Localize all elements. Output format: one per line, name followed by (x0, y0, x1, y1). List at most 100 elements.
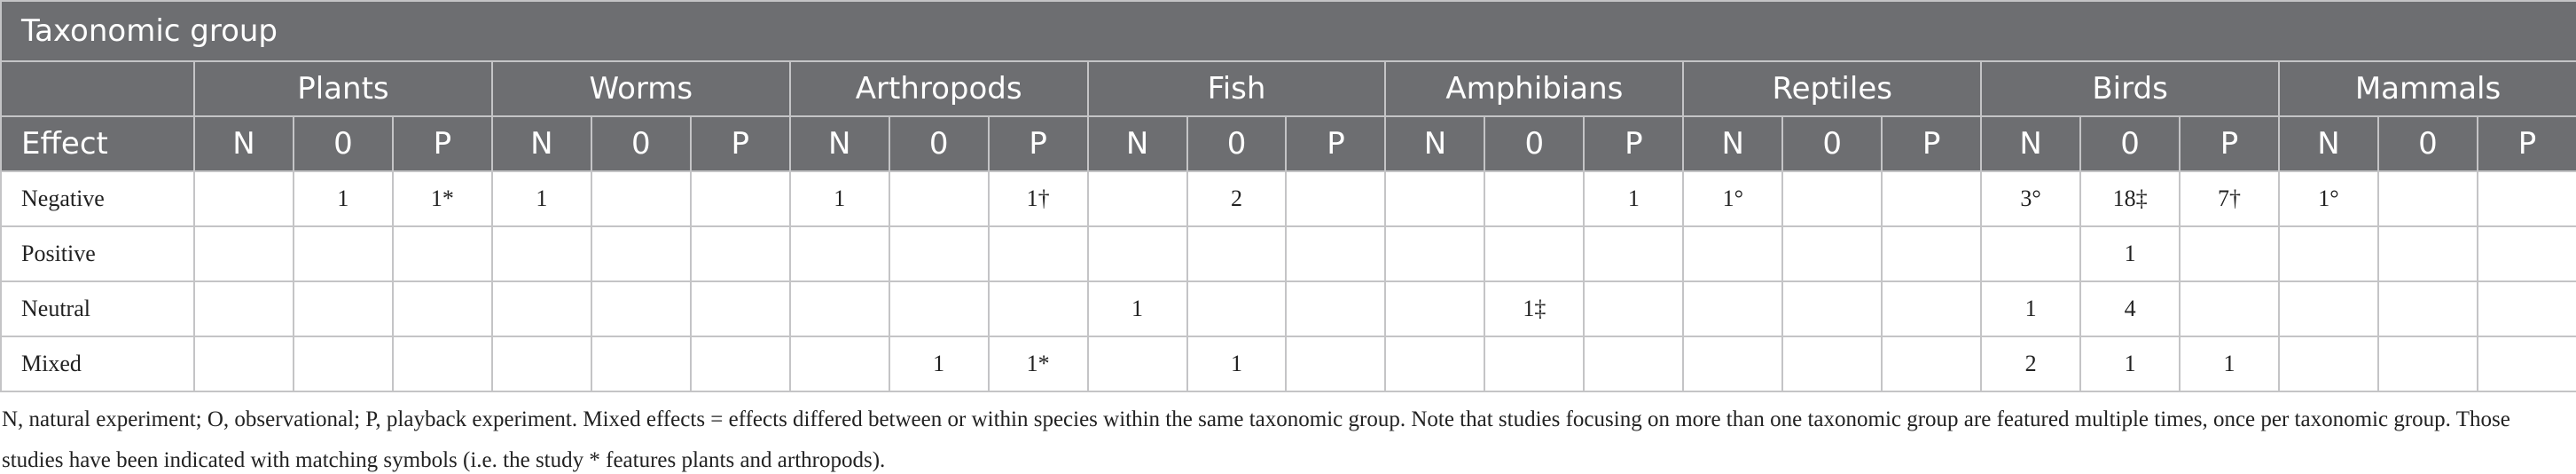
subcolumn-header: 0 (888, 115, 990, 172)
subcolumn-header: N (1682, 115, 1784, 172)
cell (193, 336, 294, 392)
subcolumn-header: N (2278, 115, 2379, 172)
cell (590, 280, 692, 337)
subcolumn-header: 0 (2376, 115, 2478, 172)
cell (193, 280, 294, 337)
cell (788, 280, 890, 337)
cell (2278, 225, 2379, 282)
cell (1285, 170, 1387, 227)
cell (292, 225, 394, 282)
cell (193, 225, 294, 282)
group-header: Mammals (2278, 60, 2576, 117)
cell (1186, 280, 1288, 337)
cell (1881, 280, 1983, 337)
cell (1682, 225, 1784, 282)
cell (689, 225, 791, 282)
cell: 7† (2179, 170, 2281, 227)
cell (2376, 225, 2478, 282)
subcolumn-header: P (1881, 115, 1983, 172)
cell (1384, 225, 1486, 282)
cell (1484, 170, 1586, 227)
cell (1881, 170, 1983, 227)
subcolumn-header: P (1583, 115, 1685, 172)
cell: 1 (1186, 336, 1288, 392)
cell (1086, 170, 1188, 227)
cell (590, 170, 692, 227)
cell: 1* (391, 170, 493, 227)
subcolumn-header: 0 (1781, 115, 1883, 172)
subcolumn-header: P (2179, 115, 2281, 172)
cell (1484, 336, 1586, 392)
cell (1285, 280, 1387, 337)
cell: 1 (2079, 336, 2181, 392)
cell (689, 336, 791, 392)
cell (391, 225, 493, 282)
cell (1384, 170, 1486, 227)
cell: 1° (1682, 170, 1784, 227)
cell: 1 (2079, 225, 2181, 282)
data-row: Neutral 1 1‡ 1 4 (0, 280, 2576, 337)
table-title: Taxonomic group (0, 0, 2576, 62)
cell: 1 (2179, 336, 2281, 392)
cell: 2 (1186, 170, 1288, 227)
cell (1980, 225, 2082, 282)
cell (689, 280, 791, 337)
cell (888, 280, 990, 337)
cell: 3° (1980, 170, 2082, 227)
group-header: Fish (1086, 60, 1387, 117)
subcolumn-header: N (788, 115, 890, 172)
table: Taxonomic group Plants Worms Arthropods Fish… (0, 0, 2576, 392)
cell (1086, 336, 1188, 392)
cell (1583, 225, 1685, 282)
subcolumn-header: 0 (590, 115, 692, 172)
cell (590, 336, 692, 392)
group-header: Arthropods (788, 60, 1089, 117)
cell (1285, 336, 1387, 392)
group-row: Plants Worms Arthropods Fish Amphibians Repti… (0, 60, 2576, 117)
cell: 1* (987, 336, 1089, 392)
cell (1086, 225, 1188, 282)
cell (1881, 225, 1983, 282)
subcolumn-header: N (490, 115, 592, 172)
row-label: Neutral (0, 280, 195, 337)
cell: 1 (1980, 280, 2082, 337)
cell (2376, 170, 2478, 227)
subcolumn-header: P (987, 115, 1089, 172)
cell (1881, 336, 1983, 392)
cell (987, 280, 1089, 337)
row-label: Mixed (0, 336, 195, 392)
cell: 1 (888, 336, 990, 392)
cell (2476, 336, 2576, 392)
cell: 1 (490, 170, 592, 227)
data-row: Negative 1 1* 1 1 1† 2 1 1° 3° 18‡ 7† 1° (0, 170, 2576, 227)
cell: 1 (292, 170, 394, 227)
cell (1781, 225, 1883, 282)
group-header: Amphibians (1384, 60, 1685, 117)
cell (292, 280, 394, 337)
subcolumn-header: N (193, 115, 294, 172)
cell (2476, 225, 2576, 282)
data-row: Mixed 1 1* 1 2 1 1 (0, 336, 2576, 392)
cell (1781, 336, 1883, 392)
cell (2278, 336, 2379, 392)
cell: 1° (2278, 170, 2379, 227)
subcolumn-header: P (1285, 115, 1387, 172)
cell: 1† (987, 170, 1089, 227)
cell (1384, 280, 1486, 337)
subcolumn-header: P (2476, 115, 2576, 172)
cell: 1 (1583, 170, 1685, 227)
cell (2376, 280, 2478, 337)
cell: 1 (1086, 280, 1188, 337)
subcolumn-header: N (1086, 115, 1188, 172)
subcolumn-header: N (1384, 115, 1486, 172)
cell (490, 336, 592, 392)
subcolumn-header: 0 (2079, 115, 2181, 172)
cell (490, 280, 592, 337)
subcolumn-header: 0 (1484, 115, 1586, 172)
cell (193, 170, 294, 227)
cell (987, 225, 1089, 282)
subcolumn-header: 0 (292, 115, 394, 172)
cell (788, 336, 890, 392)
cell: 1 (788, 170, 890, 227)
title-row: Taxonomic group (0, 0, 2576, 62)
